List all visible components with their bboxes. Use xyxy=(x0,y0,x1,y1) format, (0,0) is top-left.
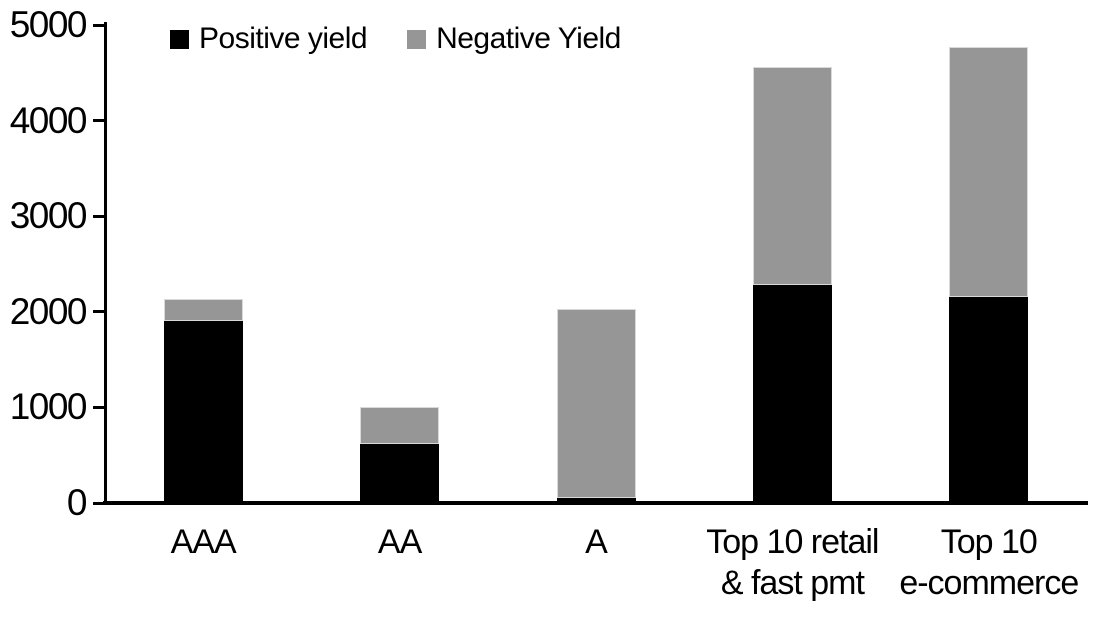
y-axis-tick-label: 3000 xyxy=(9,195,88,237)
y-axis-tick-mark xyxy=(93,214,105,218)
y-axis-line xyxy=(104,22,107,505)
bar-segment-positive-yield xyxy=(752,285,832,503)
legend-label-negative-yield: Negative Yield xyxy=(436,22,621,55)
bar-segment-positive-yield xyxy=(556,498,636,503)
bar-segment-negative-yield xyxy=(360,407,440,444)
y-axis-tick-mark xyxy=(93,23,105,27)
y-axis-tick-mark xyxy=(93,310,105,314)
y-axis-tick-label: 2000 xyxy=(9,290,88,332)
bar-segment-negative-yield xyxy=(949,46,1029,298)
bar-top-10-retail-fast-pmt xyxy=(752,67,832,503)
bar-segment-positive-yield xyxy=(163,321,243,503)
x-axis-category-label-line: Top 10 retail xyxy=(706,523,879,561)
y-axis-tick-mark xyxy=(93,405,105,409)
bar-top-10-e-commerce xyxy=(949,46,1029,503)
bar-segment-negative-yield xyxy=(163,299,243,322)
x-axis-category-label-line: e-commerce xyxy=(899,564,1079,602)
y-axis-tick-mark xyxy=(93,501,105,505)
legend-label-positive-yield: Positive yield xyxy=(199,22,368,55)
legend: Positive yield Negative Yield xyxy=(170,22,621,56)
positive-yield-swatch-icon xyxy=(170,29,189,49)
bar-a xyxy=(556,308,636,503)
x-axis-category-label: Top 10 retail & fast pmt xyxy=(642,522,942,604)
legend-item-negative-yield: Negative Yield xyxy=(407,22,621,56)
y-axis-tick-label: 5000 xyxy=(9,4,88,45)
x-axis-category-label: AAA xyxy=(53,522,353,563)
y-axis-tick-label: 4000 xyxy=(9,99,88,141)
bar-segment-positive-yield xyxy=(360,443,440,503)
bar-aaa xyxy=(163,299,243,503)
x-axis-category-label-line: AAA xyxy=(170,523,237,561)
x-axis-category-label-line: AA xyxy=(377,523,422,561)
bar-segment-negative-yield xyxy=(752,67,832,286)
x-axis-category-label: Top 10 e-commerce xyxy=(839,522,1102,604)
bar-segment-positive-yield xyxy=(949,297,1029,503)
x-axis-category-label-line: A xyxy=(585,523,608,561)
bar-aa xyxy=(360,407,440,503)
legend-item-positive-yield: Positive yield xyxy=(170,22,368,56)
x-axis-category-label-line: & fast pmt xyxy=(720,564,865,602)
y-axis-tick-mark xyxy=(93,119,105,123)
x-axis-category-label: A xyxy=(446,522,746,563)
x-axis-category-label-line: Top 10 xyxy=(940,523,1038,561)
y-axis-tick-label: 1000 xyxy=(9,386,88,428)
y-axis-tick-label: 0 xyxy=(66,482,88,523)
bar-segment-negative-yield xyxy=(556,308,636,499)
x-axis-line xyxy=(103,501,1088,505)
negative-yield-swatch-icon xyxy=(407,29,427,49)
x-axis-category-label: AA xyxy=(250,522,550,563)
